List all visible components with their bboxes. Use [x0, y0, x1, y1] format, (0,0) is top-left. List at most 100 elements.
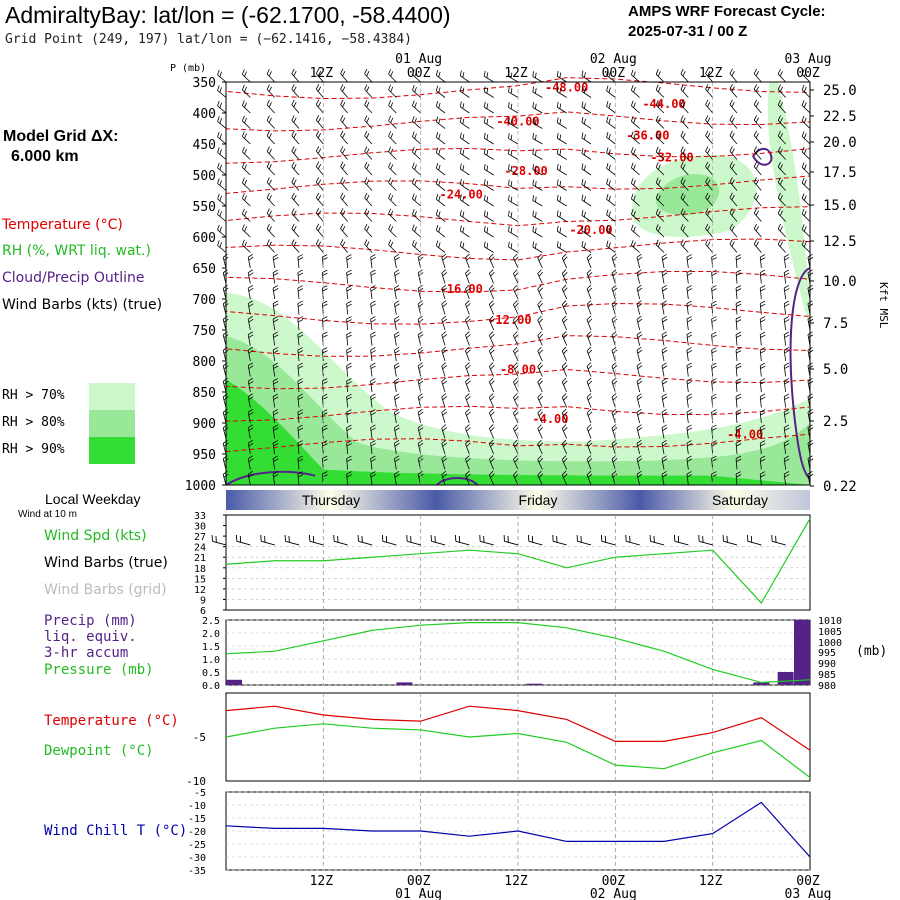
wind-barb — [291, 223, 300, 238]
wind-barb-flag — [606, 178, 609, 184]
wind-barb-flag — [784, 303, 790, 307]
wind-barb-flag — [248, 473, 254, 478]
pressure-tick-label: 700 — [193, 293, 216, 308]
wind-barb-flag — [637, 411, 643, 416]
wind-barb-staff — [586, 273, 592, 284]
surface-wind-barb-flag — [312, 535, 315, 543]
wind-barb-staff — [611, 272, 616, 284]
wind-barb-staff — [586, 397, 592, 408]
wind-barb-flag — [563, 272, 568, 277]
wind-tick-label: 12 — [194, 585, 206, 596]
wind-barb-flag — [779, 71, 783, 77]
wind-barb-flag — [322, 350, 328, 354]
wind-barb-staff — [217, 136, 227, 145]
wind-barb-flag — [390, 179, 394, 186]
wind-barb-flag — [418, 365, 424, 370]
wind-barb — [686, 362, 693, 377]
cloud-outline-upper — [752, 147, 773, 166]
wind-barb — [630, 69, 640, 83]
wind-barb-flag — [636, 315, 642, 320]
wind-barb-flag — [293, 101, 297, 108]
wind-barb-flag — [442, 256, 448, 261]
wind-barb — [412, 178, 421, 191]
wind-barb-flag — [272, 285, 278, 289]
wind-barb-flag — [346, 412, 352, 416]
wind-barb — [370, 316, 376, 331]
wind-barbs-true-label: Wind Barbs (true) — [44, 555, 168, 571]
wind-barb — [606, 70, 616, 83]
wind-barb — [412, 85, 421, 98]
wind-barb-flag — [370, 443, 376, 447]
wind-barb-flag — [513, 269, 518, 274]
wind-barb-staff — [441, 474, 446, 486]
wind-barb-flag — [394, 470, 400, 475]
wind-barb-flag — [242, 100, 245, 106]
wind-barb — [636, 284, 643, 300]
wind-barb — [537, 470, 543, 486]
wind-barb-flag — [777, 161, 781, 168]
wind-barb-staff — [266, 73, 275, 83]
wind-barb — [272, 285, 279, 300]
forecast-cycle-label: AMPS WRF Forecast Cycle: — [628, 3, 826, 20]
wind-barb-flag — [581, 179, 584, 185]
wind-barb-flag — [394, 411, 400, 416]
wind-barb-staff — [735, 381, 738, 393]
wind-barb — [630, 209, 640, 222]
wind-barb-flag — [803, 241, 807, 248]
wind-barb-flag — [587, 318, 593, 323]
wind-barb-flag — [561, 346, 567, 352]
wind-barb-flag — [483, 241, 486, 247]
wind-barb-flag — [465, 315, 470, 321]
wind-barb-staff — [537, 474, 543, 486]
wind-barb-flag — [563, 380, 568, 385]
wind-barb — [705, 223, 713, 238]
wind-barb-staff — [636, 334, 641, 346]
wind-barb-flag — [680, 68, 684, 75]
wind-barb — [412, 193, 421, 207]
wind-barb — [556, 241, 567, 253]
wind-barb — [364, 192, 373, 207]
wind-barb-flag — [441, 377, 447, 382]
wind-barb — [661, 408, 668, 424]
wind-barb-flag — [513, 470, 518, 476]
wind-barb-staff — [272, 257, 276, 269]
wind-barb-staff — [537, 273, 543, 284]
wind-barb-flag — [753, 130, 757, 136]
wind-barb-staff — [631, 229, 640, 238]
wind-barb-flag — [508, 117, 510, 124]
wind-barb-flag — [466, 287, 471, 292]
wind-barb-staff — [753, 73, 762, 83]
wind-barb — [488, 408, 495, 424]
wind-barb-staff — [488, 397, 495, 408]
wind-barb-flag — [297, 362, 303, 366]
wind-barb-flag — [735, 440, 742, 444]
wind-barb-staff — [680, 197, 689, 207]
wind-barb-staff — [655, 136, 665, 145]
wind-barb-flag — [217, 224, 220, 231]
wind-barb — [561, 408, 568, 424]
wind-barb-flag — [587, 427, 593, 432]
wind-barb-staff — [441, 319, 446, 331]
wind-barb-staff — [686, 443, 689, 455]
wind-barb-flag — [418, 427, 424, 432]
wind-barb-flag — [342, 241, 346, 247]
wind-barb-staff — [753, 181, 762, 191]
wind-barb-flag — [217, 209, 220, 215]
wind-barb-flag — [414, 133, 417, 139]
wind-barb-staff — [777, 89, 786, 98]
wind-barb-flag — [510, 243, 513, 249]
kft-tick-label: 7.5 — [823, 316, 848, 332]
wind-barb-staff — [417, 272, 422, 284]
wind-barb — [394, 377, 400, 393]
wind-barb-flag — [729, 208, 733, 214]
wind-barb — [370, 331, 376, 346]
wind-barb — [297, 269, 304, 284]
wind-barb-staff — [364, 228, 373, 238]
wind-barb — [297, 254, 304, 269]
wind-barb-flag — [736, 272, 742, 276]
wind-barb-staff — [606, 106, 616, 114]
wind-barb-flag — [735, 393, 742, 397]
wind-barb-staff — [242, 229, 251, 238]
wind-barb-flag — [537, 470, 542, 476]
wind-barb-staff — [729, 197, 738, 207]
